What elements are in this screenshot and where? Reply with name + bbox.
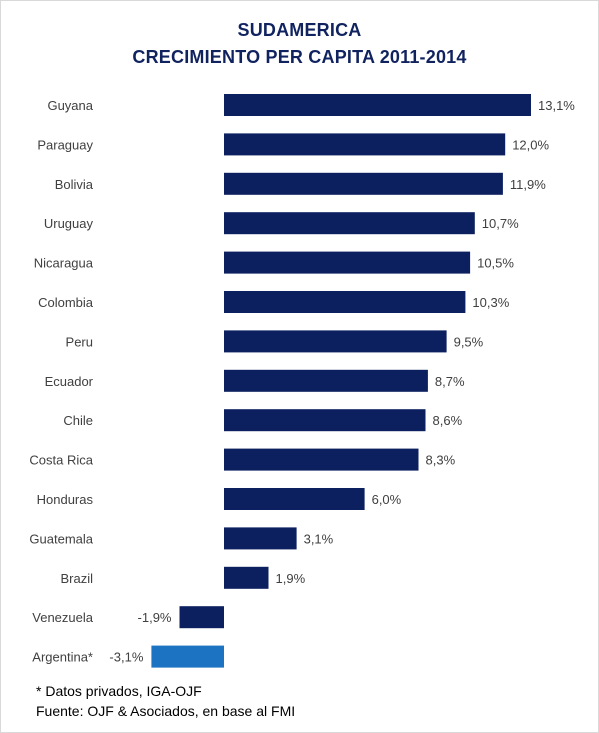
category-label: Honduras xyxy=(37,492,94,507)
category-label: Nicaragua xyxy=(34,256,94,271)
value-label: 10,3% xyxy=(472,295,509,310)
value-label: 6,0% xyxy=(372,492,402,507)
footnote-source: Fuente: OJF & Asociados, en base al FMI xyxy=(36,703,296,719)
value-label: 9,5% xyxy=(454,334,484,349)
value-label: 8,6% xyxy=(433,413,463,428)
bar-ecuador xyxy=(224,369,428,392)
value-label: 10,5% xyxy=(477,256,514,271)
bar-peru xyxy=(224,330,447,353)
value-label: 12,0% xyxy=(512,137,549,152)
bar-argentina xyxy=(151,645,224,668)
bar-costarica xyxy=(224,448,419,471)
value-label: 11,9% xyxy=(510,177,546,192)
category-label: Guyana xyxy=(47,98,93,113)
value-label: -1,9% xyxy=(138,610,172,625)
bar-venezuela xyxy=(179,606,224,629)
bar-colombia xyxy=(224,291,466,313)
chart-title-line-2: CRECIMIENTO PER CAPITA 2011-2014 xyxy=(132,47,467,67)
category-label: Peru xyxy=(66,334,93,349)
category-label: Ecuador xyxy=(45,374,94,389)
category-label: Costa Rica xyxy=(29,453,93,468)
category-label: Uruguay xyxy=(44,216,94,231)
category-label: Venezuela xyxy=(32,610,93,625)
bar-guatemala xyxy=(224,527,297,550)
bar-nicaragua xyxy=(224,251,471,274)
category-label: Argentina* xyxy=(32,650,93,665)
bar-brazil xyxy=(224,566,269,589)
category-label: Chile xyxy=(63,413,93,428)
bar-honduras xyxy=(224,488,365,510)
bar-guyana xyxy=(224,94,531,116)
value-label: 8,3% xyxy=(426,453,456,468)
footnote-private-data: * Datos privados, IGA-OJF xyxy=(36,683,202,699)
bar-bolivia xyxy=(224,172,503,195)
category-label: Bolivia xyxy=(55,177,94,192)
value-label: -3,1% xyxy=(109,650,143,665)
value-label: 13,1% xyxy=(538,98,575,113)
bar-uruguay xyxy=(224,212,475,235)
category-label: Guatemala xyxy=(29,531,93,546)
category-label: Colombia xyxy=(38,295,94,310)
value-label: 1,9% xyxy=(276,571,306,586)
value-label: 3,1% xyxy=(304,531,334,546)
category-label: Brazil xyxy=(60,571,93,586)
bar-paraguay xyxy=(224,133,506,156)
bar-chile xyxy=(224,409,426,432)
category-label: Paraguay xyxy=(37,137,93,152)
value-label: 10,7% xyxy=(482,216,519,231)
value-label: 8,7% xyxy=(435,374,465,389)
chart-title-line-1: SUDAMERICA xyxy=(237,20,362,40)
